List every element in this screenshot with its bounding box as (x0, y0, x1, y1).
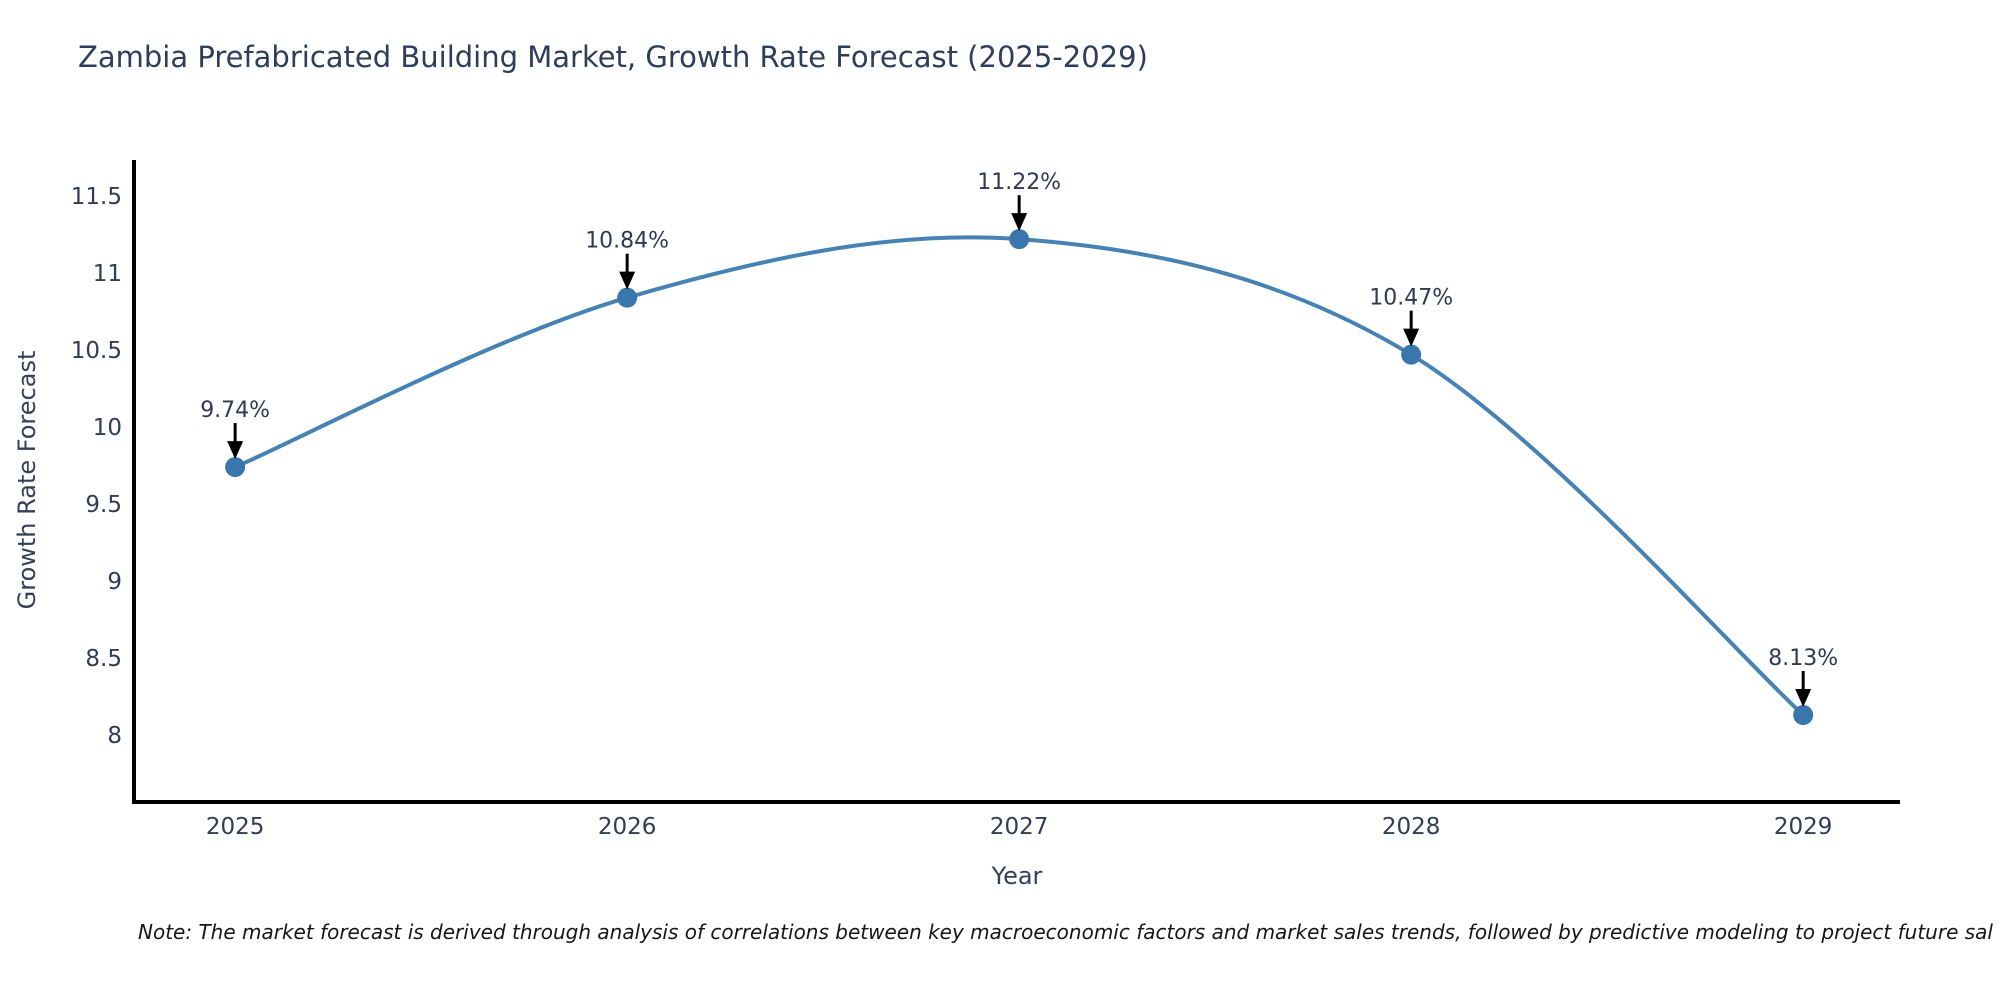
y-tick-label: 9 (107, 569, 122, 595)
x-axis-title: Year (991, 862, 1043, 890)
annotation-arrow-head (1795, 688, 1812, 707)
x-tick-label: 2025 (206, 814, 265, 840)
point-value-label: 9.74% (200, 398, 270, 423)
annotation-arrow-head (227, 441, 244, 460)
point-value-label: 10.84% (585, 229, 669, 254)
x-tick-label: 2028 (1382, 814, 1441, 840)
x-tick-label: 2029 (1774, 814, 1833, 840)
annotation-arrow-head (1403, 328, 1420, 347)
chart-title: Zambia Prefabricated Building Market, Gr… (78, 40, 1148, 74)
axis-spines (132, 160, 1900, 804)
forecast-line (233, 235, 1806, 717)
data-point[interactable] (617, 287, 638, 308)
y-tick-label: 11.5 (71, 184, 122, 210)
point-value-label: 10.47% (1369, 286, 1453, 311)
point-value-label: 11.22% (977, 170, 1061, 195)
x-tick-label: 2027 (990, 814, 1049, 840)
data-point[interactable] (1401, 344, 1422, 365)
point-value-label: 8.13% (1768, 646, 1838, 671)
annotation-arrow-head (1011, 213, 1028, 232)
y-tick-label: 8.5 (85, 646, 122, 672)
y-tick-label: 9.5 (85, 492, 122, 518)
footnote: Note: The market forecast is derived thr… (138, 920, 1993, 944)
y-tick-label: 11 (93, 261, 122, 287)
data-point[interactable] (1793, 704, 1814, 725)
x-tick-label: 2026 (598, 814, 657, 840)
y-tick-label: 10.5 (71, 338, 122, 364)
y-tick-label: 10 (93, 415, 122, 441)
annotation-arrow-head (619, 271, 636, 290)
data-point[interactable] (225, 457, 246, 478)
y-tick-label: 8 (107, 723, 122, 749)
data-point[interactable] (1009, 229, 1030, 250)
